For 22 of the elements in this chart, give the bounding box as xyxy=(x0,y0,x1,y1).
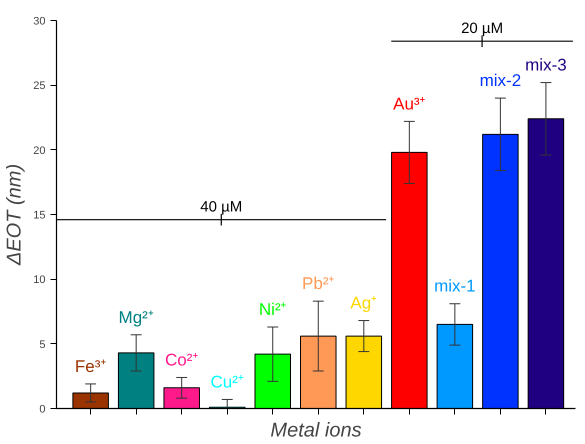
y-tick-label: 20 xyxy=(33,144,46,157)
x-tick-label: Ag⁺ xyxy=(350,294,378,313)
x-axis-title: Metal ions xyxy=(270,420,362,442)
y-tick-label: 15 xyxy=(33,210,46,222)
y-tick-label: 10 xyxy=(33,274,46,286)
x-tick-label: Fe³⁺ xyxy=(74,356,106,376)
x-tick-label: Mg²⁺ xyxy=(118,308,154,327)
y-tick-label: 25 xyxy=(33,80,46,92)
x-tick-label: Ni²⁺ xyxy=(258,300,287,320)
x-tick-label: mix-2 xyxy=(480,71,522,90)
y-axis-title: ΔEOT (nm) xyxy=(3,164,26,266)
y-tick-label: 0 xyxy=(39,404,46,416)
y-tick-label: 5 xyxy=(39,338,46,351)
y-tick-label: 30 xyxy=(33,16,46,28)
x-tick-label: Au³⁺ xyxy=(393,94,426,114)
ref-line-label: 40 µM xyxy=(200,198,242,216)
x-tick-label: Co²⁺ xyxy=(165,350,198,370)
ref-line-label: 20 µM xyxy=(461,20,504,38)
x-tick-label: mix-3 xyxy=(525,56,567,75)
x-tick-label: Cu²⁺ xyxy=(210,372,244,392)
x-tick-label: mix-1 xyxy=(434,276,476,296)
x-tick-label: Pb²⁺ xyxy=(302,274,335,294)
